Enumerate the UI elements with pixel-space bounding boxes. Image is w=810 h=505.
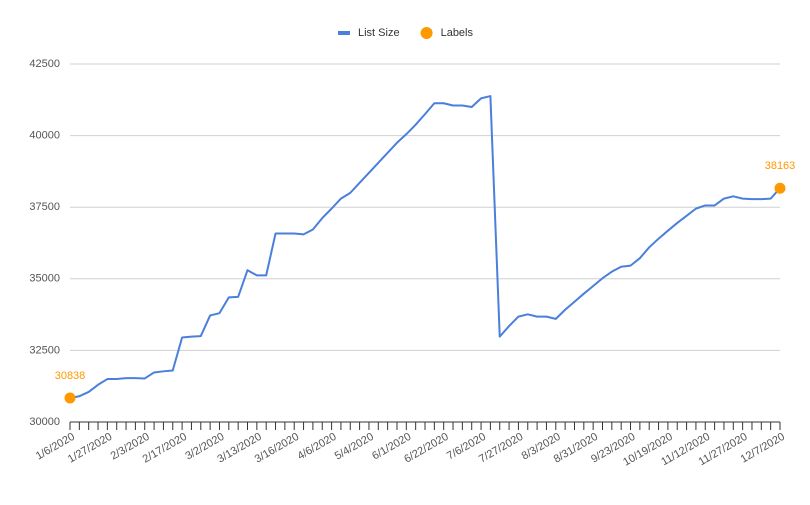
y-tick-label: 42500 [29, 58, 60, 70]
y-tick-label: 40000 [29, 130, 60, 142]
point [774, 182, 786, 194]
series-line [69, 95, 781, 399]
y-tick-label: 37500 [29, 201, 60, 213]
y-tick-label: 30000 [29, 416, 60, 428]
legend-label: List Size [358, 27, 400, 39]
y-tick-label: 35000 [29, 273, 60, 285]
point [64, 392, 76, 404]
y-tick-label: 32500 [29, 344, 60, 356]
x-tick-label: 4/6/2020 [295, 431, 338, 463]
legend-label: Labels [441, 27, 474, 39]
data-label: 38163 [765, 160, 796, 172]
x-tick-label: 5/4/2020 [333, 431, 376, 463]
legend-swatch [420, 27, 433, 39]
data-label: 30838 [55, 370, 86, 382]
